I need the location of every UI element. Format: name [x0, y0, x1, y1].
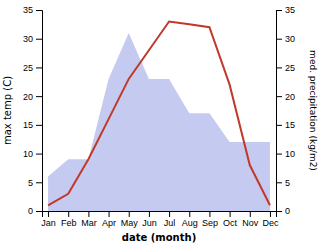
tick-mark	[189, 211, 190, 217]
tick: 10	[276, 149, 295, 159]
tick: Jun	[142, 211, 157, 228]
tick-label: 5	[285, 178, 290, 188]
tick-mark	[276, 10, 282, 11]
tick-label: Mar	[81, 218, 97, 228]
tick: 30	[276, 34, 295, 44]
tick-mark	[88, 211, 89, 217]
tick-label: 30	[285, 34, 295, 44]
tick-mark	[276, 182, 282, 183]
tick: 20	[276, 92, 295, 102]
tick-label: Jun	[142, 218, 157, 228]
tick: 35	[23, 5, 42, 15]
tick: 25	[276, 63, 295, 73]
tick-mark	[68, 211, 69, 217]
tick-mark	[109, 211, 110, 217]
tick: Oct	[223, 211, 238, 228]
tick: Nov	[242, 211, 259, 228]
tick: 10	[23, 149, 42, 159]
tick-mark	[36, 67, 42, 68]
tick-mark	[270, 211, 271, 217]
tick: 35	[276, 5, 295, 15]
tick-label: 0	[285, 206, 290, 216]
tick-mark	[276, 39, 282, 40]
tick: 30	[23, 34, 42, 44]
tick-mark	[36, 211, 42, 212]
plot: Jan Feb Mar Apr MayJun Jul Aug Sep Oct NovDec 0 5 10…	[23, 5, 295, 228]
tick-label: 35	[285, 5, 295, 15]
tick-label: Sep	[202, 218, 218, 228]
tick-label: 5	[28, 178, 33, 188]
tick: May	[121, 211, 139, 228]
tick-label: May	[121, 218, 139, 228]
tick: Sep	[202, 211, 218, 228]
tick-mark	[169, 211, 170, 217]
tick: Jan	[41, 211, 56, 228]
tick-label: 20	[285, 92, 295, 102]
tick-mark	[36, 125, 42, 126]
x-axis: Jan Feb Mar Apr MayJun Jul Aug Sep Oct NovDec	[41, 211, 279, 228]
tick-label: 10	[23, 149, 33, 159]
y2-axis-title: med. precipitation (kg/m2)	[308, 50, 318, 171]
tick: Dec	[262, 211, 279, 228]
tick-mark	[36, 182, 42, 183]
tick: 15	[276, 120, 295, 130]
tick-mark	[209, 211, 210, 217]
tick-mark	[129, 211, 130, 217]
tick-mark	[276, 125, 282, 126]
tick-mark	[36, 96, 42, 97]
tick-label: 15	[23, 120, 33, 130]
axis-line	[277, 11, 283, 212]
tick-mark	[250, 211, 251, 217]
axis-line	[36, 11, 43, 212]
tick-label: 10	[285, 149, 295, 159]
y2-axis: 0 5 10 15 20 25 30 35	[276, 5, 295, 216]
tick-label: Oct	[223, 218, 238, 228]
tick: 0	[28, 206, 42, 216]
tick: Apr	[102, 211, 116, 228]
tick-mark	[149, 211, 150, 217]
tick-label: 15	[285, 120, 295, 130]
tick: 15	[23, 120, 42, 130]
tick-label: 20	[23, 92, 33, 102]
tick-mark	[36, 10, 42, 11]
chart: Jan Feb Mar Apr MayJun Jul Aug Sep Oct NovDec 0 5 10…	[0, 0, 318, 247]
tick: Aug	[182, 211, 198, 228]
tick: Mar	[81, 211, 97, 228]
x-axis-title: date (month)	[122, 232, 196, 243]
tick-label: Nov	[242, 218, 259, 228]
tick-mark	[36, 39, 42, 40]
tick-label: Jul	[164, 218, 176, 228]
tick-label: Dec	[262, 218, 279, 228]
marks	[48, 21, 270, 211]
tick-mark	[276, 67, 282, 68]
tick-label: Aug	[182, 218, 198, 228]
tick-label: 35	[23, 5, 33, 15]
tick-mark	[276, 211, 282, 212]
tick-mark	[48, 211, 49, 217]
line	[48, 21, 270, 205]
tick: 25	[23, 63, 42, 73]
area	[48, 33, 270, 211]
tick-label: 25	[285, 63, 295, 73]
tick-label: Feb	[61, 218, 77, 228]
tick-label: 0	[28, 206, 33, 216]
y-axis: 0 5 10 15 20 25 30 35	[23, 5, 43, 216]
tick: Jul	[164, 211, 176, 228]
tick: 5	[276, 178, 290, 188]
tick-mark	[36, 154, 42, 155]
axis-line	[43, 212, 277, 218]
tick-mark	[230, 211, 231, 217]
tick: Feb	[61, 211, 77, 228]
tick: 0	[276, 206, 290, 216]
tick-mark	[276, 154, 282, 155]
tick-label: 25	[23, 63, 33, 73]
tick: 20	[23, 92, 42, 102]
tick: 5	[28, 178, 42, 188]
y-axis-title: max temp (C)	[2, 76, 13, 145]
tick-label: 30	[23, 34, 33, 44]
tick-label: Apr	[102, 218, 116, 228]
tick-mark	[276, 96, 282, 97]
tick-label: Jan	[41, 218, 56, 228]
